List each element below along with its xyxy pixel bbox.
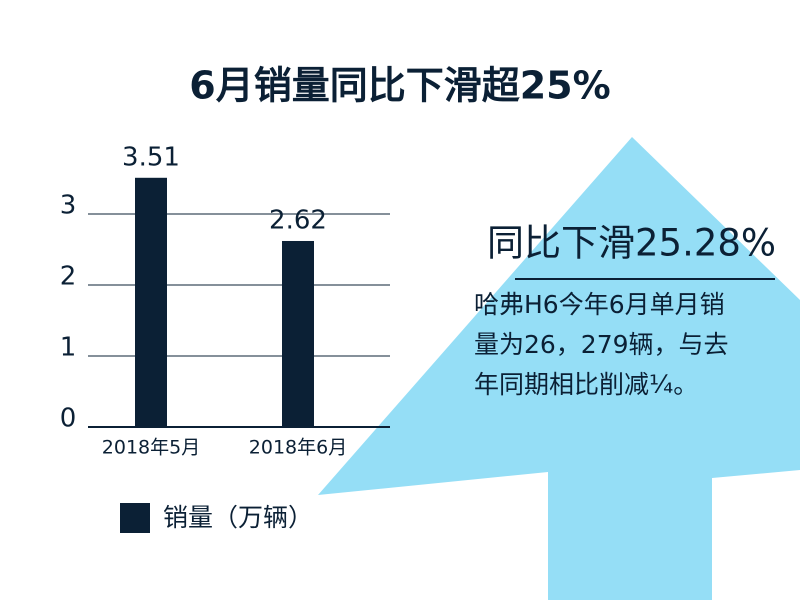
- callout-text: 年同期相比削减¼。: [474, 370, 698, 399]
- bar: [135, 177, 167, 427]
- legend-label: 销量（万辆）: [163, 503, 313, 532]
- y-tick-label: 2: [60, 262, 77, 292]
- y-tick-label: 3: [60, 191, 77, 221]
- callout-title: 同比下滑25.28%: [487, 222, 776, 265]
- y-tick-label: 0: [60, 404, 77, 434]
- x-tick-label: 2018年6月: [249, 437, 347, 459]
- y-tick-label: 1: [60, 333, 77, 363]
- callout-text: 哈弗H6今年6月单月销: [474, 290, 725, 319]
- callout-text: 量为26，279辆，与去: [474, 330, 729, 359]
- chart-title: 6月销量同比下滑超25%: [189, 64, 610, 108]
- bar: [282, 240, 314, 427]
- arrow-background: [318, 137, 800, 600]
- value-label: 2.62: [269, 205, 327, 235]
- legend-swatch: [120, 503, 150, 533]
- x-tick-label: 2018年5月: [102, 437, 200, 459]
- value-label: 3.51: [122, 142, 180, 172]
